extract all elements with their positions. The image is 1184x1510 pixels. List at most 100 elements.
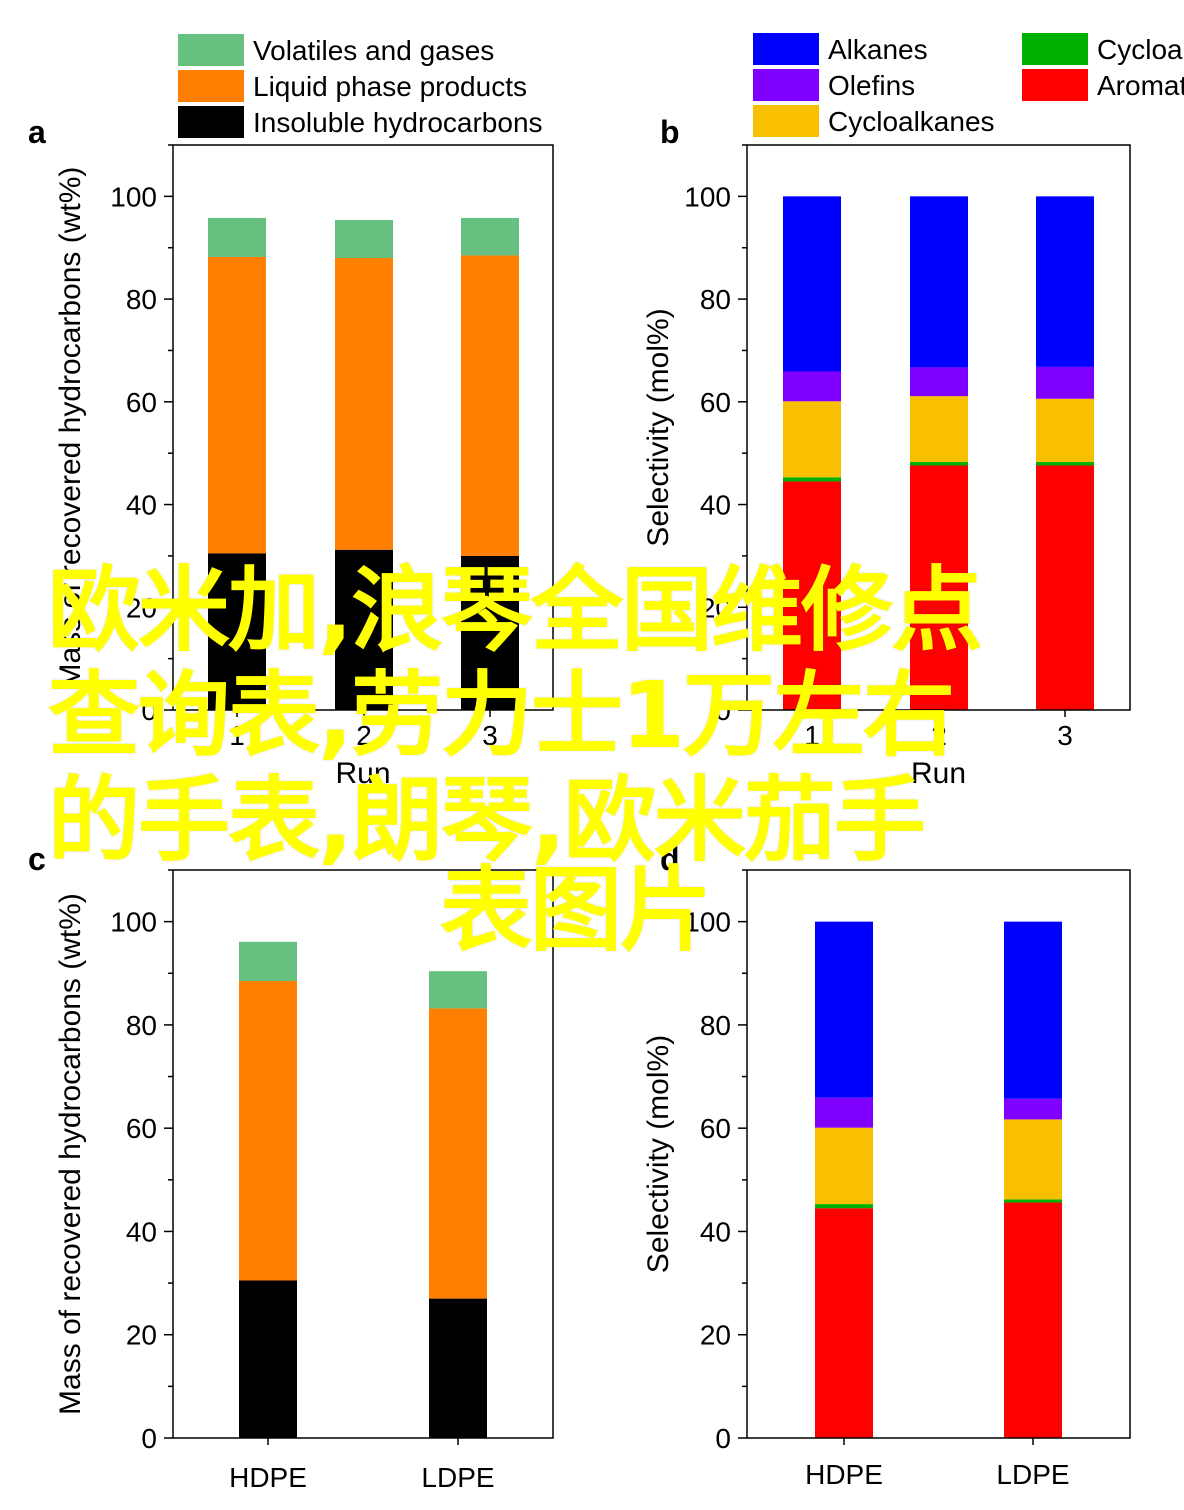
panel-d: 0 20 40 60 80 100 HDPE LDPE Selectivity (mol%) d xyxy=(642,841,1131,1490)
bar-a-2-s2 xyxy=(335,258,393,550)
legend-right: Alkanes Olefins Cycloalkanes Cycloalkenes Ar… xyxy=(753,33,1184,137)
legend-label: Cycloalkenes xyxy=(1097,34,1184,65)
y-tick-label: 100 xyxy=(684,907,731,938)
y-tick-label: 100 xyxy=(684,181,731,212)
x-tick-label: HDPE xyxy=(805,1459,883,1490)
y-axis-title: Mass of recovered hydrocarbons (wt%) xyxy=(54,893,87,1415)
bar-a-1-s1 xyxy=(208,553,266,710)
panel-b: 0 20 40 60 80 100 1 2 3 Run Selectivity (mol%) b xyxy=(642,114,1131,790)
panel-c: 0 20 40 60 80 100 HDPE LDPE Mass of recovered hy… xyxy=(28,841,554,1493)
bar-a-3-s3 xyxy=(461,217,519,256)
bar-b-2-s4 xyxy=(910,367,968,397)
bar-c-2-s3 xyxy=(429,971,487,1009)
x-tick-label: 1 xyxy=(229,720,245,751)
y-tick-label: 40 xyxy=(700,490,731,521)
legend-left: Volatiles and gases Liquid phase products… xyxy=(178,34,543,138)
y-tick-label: 20 xyxy=(126,592,157,623)
bar-b-1-s5 xyxy=(783,196,841,372)
y-tick-label: 80 xyxy=(126,284,157,315)
legend-label: Insoluble hydrocarbons xyxy=(253,107,543,138)
bar-c-2-s1 xyxy=(429,1298,487,1438)
legend-label: Aromatics xyxy=(1097,70,1184,101)
bar-b-3-s4 xyxy=(1036,366,1094,399)
y-tick-label: 0 xyxy=(141,695,157,726)
y-tick-label: 40 xyxy=(126,490,157,521)
bar-d-2-s2 xyxy=(1004,1199,1062,1203)
bar-a-3-s2 xyxy=(461,255,519,556)
bar-d-1-s4 xyxy=(815,1097,873,1128)
panel-letter: a xyxy=(28,114,46,150)
x-tick-label: HDPE xyxy=(229,1462,307,1493)
x-axis-title: Run xyxy=(335,757,390,790)
x-tick-label: LDPE xyxy=(996,1459,1069,1490)
y-tick-label: 0 xyxy=(141,1423,157,1454)
bar-b-3-s3 xyxy=(1036,398,1094,462)
bar-d-2-s5 xyxy=(1004,921,1062,1099)
y-tick-label: 60 xyxy=(700,1113,731,1144)
bar-b-2-s2 xyxy=(910,461,968,466)
y-tick-label: 20 xyxy=(700,1320,731,1351)
panel-a: 0 20 40 60 80 100 1 2 3 Run Mass of recovered hydr… xyxy=(28,114,554,790)
bar-d-1-s5 xyxy=(815,921,873,1098)
y-tick-label: 80 xyxy=(126,1010,157,1041)
legend-label: Liquid phase products xyxy=(253,71,527,102)
legend-swatch xyxy=(1022,33,1088,65)
panel-letter: b xyxy=(660,114,680,150)
bar-c-1-s3 xyxy=(239,941,297,982)
x-tick-label: 1 xyxy=(804,720,820,751)
y-tick-label: 100 xyxy=(110,181,157,212)
y-tick-label: 60 xyxy=(126,1113,157,1144)
x-tick-label: 3 xyxy=(1057,720,1073,751)
legend-swatch xyxy=(178,70,244,102)
plot-frame xyxy=(172,869,554,1439)
legend-label: Cycloalkanes xyxy=(828,106,995,137)
bar-b-1-s3 xyxy=(783,401,841,478)
y-tick-label: 60 xyxy=(126,387,157,418)
plot-frame xyxy=(172,144,554,711)
bar-b-1-s1 xyxy=(783,481,841,710)
x-axis-title: Run xyxy=(911,757,966,790)
bar-a-1-s3 xyxy=(208,217,266,257)
x-tick-label: 2 xyxy=(931,720,947,751)
y-tick-label: 100 xyxy=(110,907,157,938)
bar-b-1-s2 xyxy=(783,477,841,482)
y-axis-title: Selectivity (mol%) xyxy=(642,1035,675,1273)
plot-frame xyxy=(746,869,1131,1439)
legend-swatch xyxy=(753,33,819,65)
bar-d-2-s4 xyxy=(1004,1098,1062,1120)
legend-swatch xyxy=(178,106,244,138)
bar-b-3-s5 xyxy=(1036,196,1094,367)
y-tick-label: 40 xyxy=(700,1216,731,1247)
y-axis-title: Selectivity (mol%) xyxy=(642,308,675,546)
y-tick-label: 0 xyxy=(715,695,731,726)
bar-d-1-s1 xyxy=(815,1208,873,1438)
y-tick-label: 60 xyxy=(700,387,731,418)
legend-swatch xyxy=(753,105,819,137)
y-axis-title: Mass of recovered hydrocarbons (wt%) xyxy=(54,167,87,689)
bar-c-2-s2 xyxy=(429,1008,487,1299)
bar-d-1-s3 xyxy=(815,1127,873,1205)
x-tick-label: 2 xyxy=(356,720,372,751)
bar-b-1-s4 xyxy=(783,371,841,402)
bar-b-2-s1 xyxy=(910,465,968,710)
legend-label: Volatiles and gases xyxy=(253,35,494,66)
y-tick-label: 80 xyxy=(700,1010,731,1041)
x-tick-label: 3 xyxy=(482,720,498,751)
y-tick-label: 0 xyxy=(715,1423,731,1454)
bar-c-1-s2 xyxy=(239,981,297,1281)
y-tick-label: 80 xyxy=(700,284,731,315)
bar-d-2-s3 xyxy=(1004,1119,1062,1200)
bar-b-3-s2 xyxy=(1036,461,1094,466)
bar-d-2-s1 xyxy=(1004,1202,1062,1438)
panel-letter: d xyxy=(660,841,680,877)
bar-a-1-s2 xyxy=(208,256,266,554)
bar-b-2-s3 xyxy=(910,396,968,462)
bar-a-2-s1 xyxy=(335,549,393,710)
bar-c-1-s1 xyxy=(239,1280,297,1438)
x-tick-label: LDPE xyxy=(421,1462,494,1493)
bar-b-3-s1 xyxy=(1036,465,1094,710)
y-tick-label: 20 xyxy=(700,592,731,623)
bar-a-3-s1 xyxy=(461,555,519,710)
bar-b-2-s5 xyxy=(910,196,968,368)
